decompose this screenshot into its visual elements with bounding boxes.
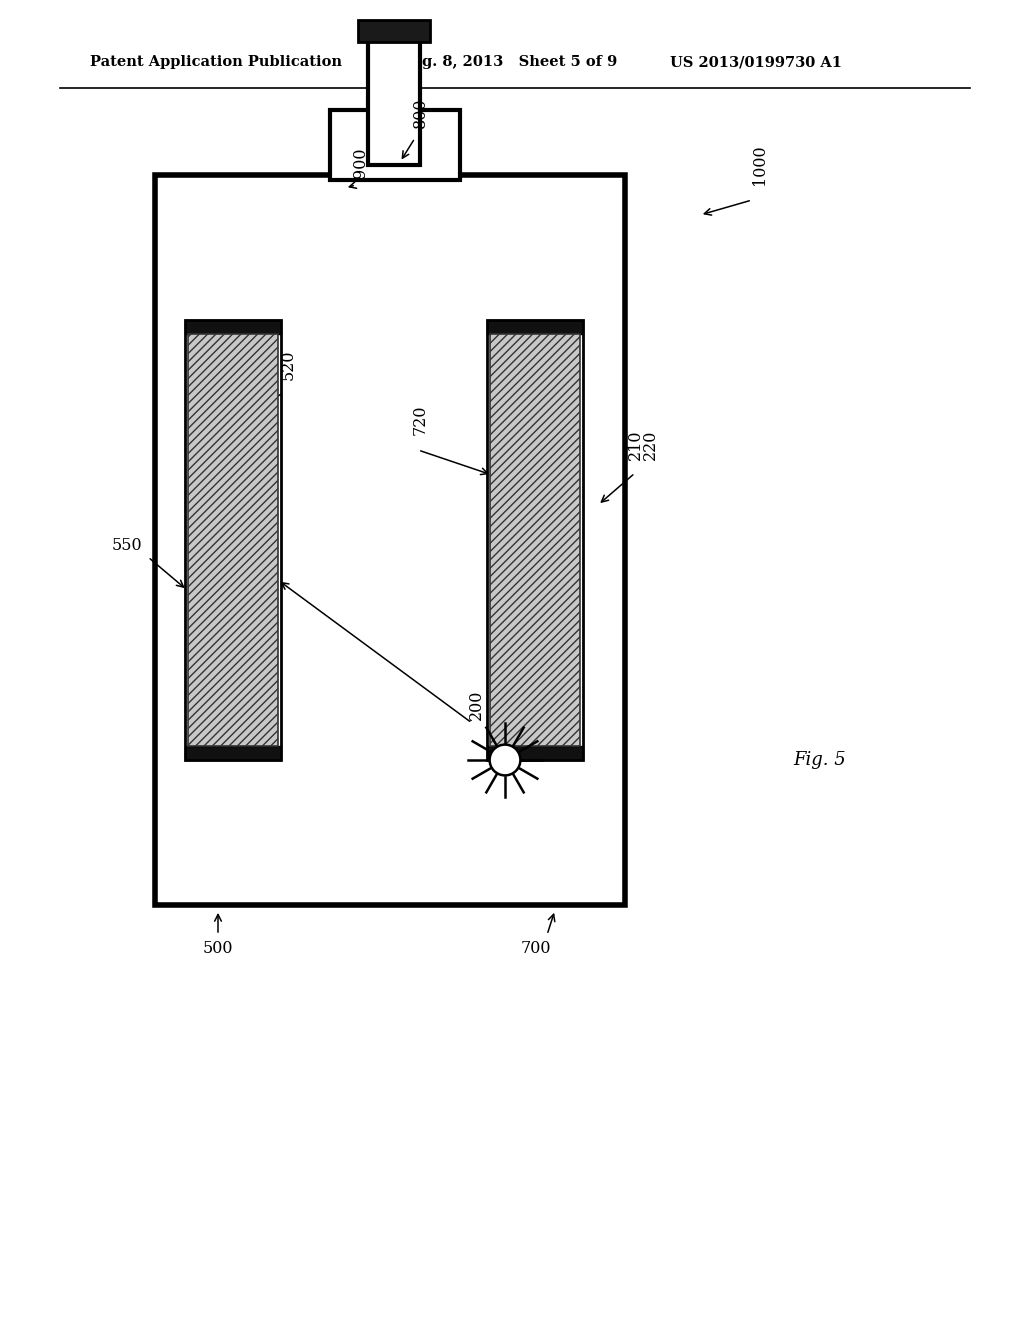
Bar	[185, 319, 281, 334]
Bar	[188, 334, 278, 746]
Text: 200: 200	[468, 689, 484, 719]
Text: 700: 700	[521, 940, 551, 957]
Text: 800: 800	[412, 98, 428, 128]
Text: Aug. 8, 2013   Sheet 5 of 9: Aug. 8, 2013 Sheet 5 of 9	[400, 55, 617, 69]
Text: 720: 720	[412, 404, 428, 436]
Text: Patent Application Publication: Patent Application Publication	[90, 55, 342, 69]
Text: 1000: 1000	[752, 144, 768, 185]
Text: 520: 520	[280, 350, 297, 380]
Bar	[487, 746, 583, 760]
Text: 220: 220	[641, 429, 658, 459]
Bar	[490, 334, 580, 746]
Bar	[487, 319, 583, 334]
Bar	[330, 110, 460, 180]
Text: US 2013/0199730 A1: US 2013/0199730 A1	[670, 55, 842, 69]
Text: 500: 500	[203, 940, 233, 957]
Text: 210: 210	[627, 429, 643, 459]
Circle shape	[489, 744, 520, 775]
Bar	[358, 20, 430, 42]
Bar	[368, 40, 420, 165]
Text: 550: 550	[112, 536, 142, 553]
Text: Fig. 5: Fig. 5	[794, 751, 847, 770]
Bar	[487, 319, 583, 760]
Text: 900: 900	[351, 148, 369, 178]
Bar	[185, 319, 281, 760]
Bar	[155, 176, 625, 906]
Bar	[185, 746, 281, 760]
